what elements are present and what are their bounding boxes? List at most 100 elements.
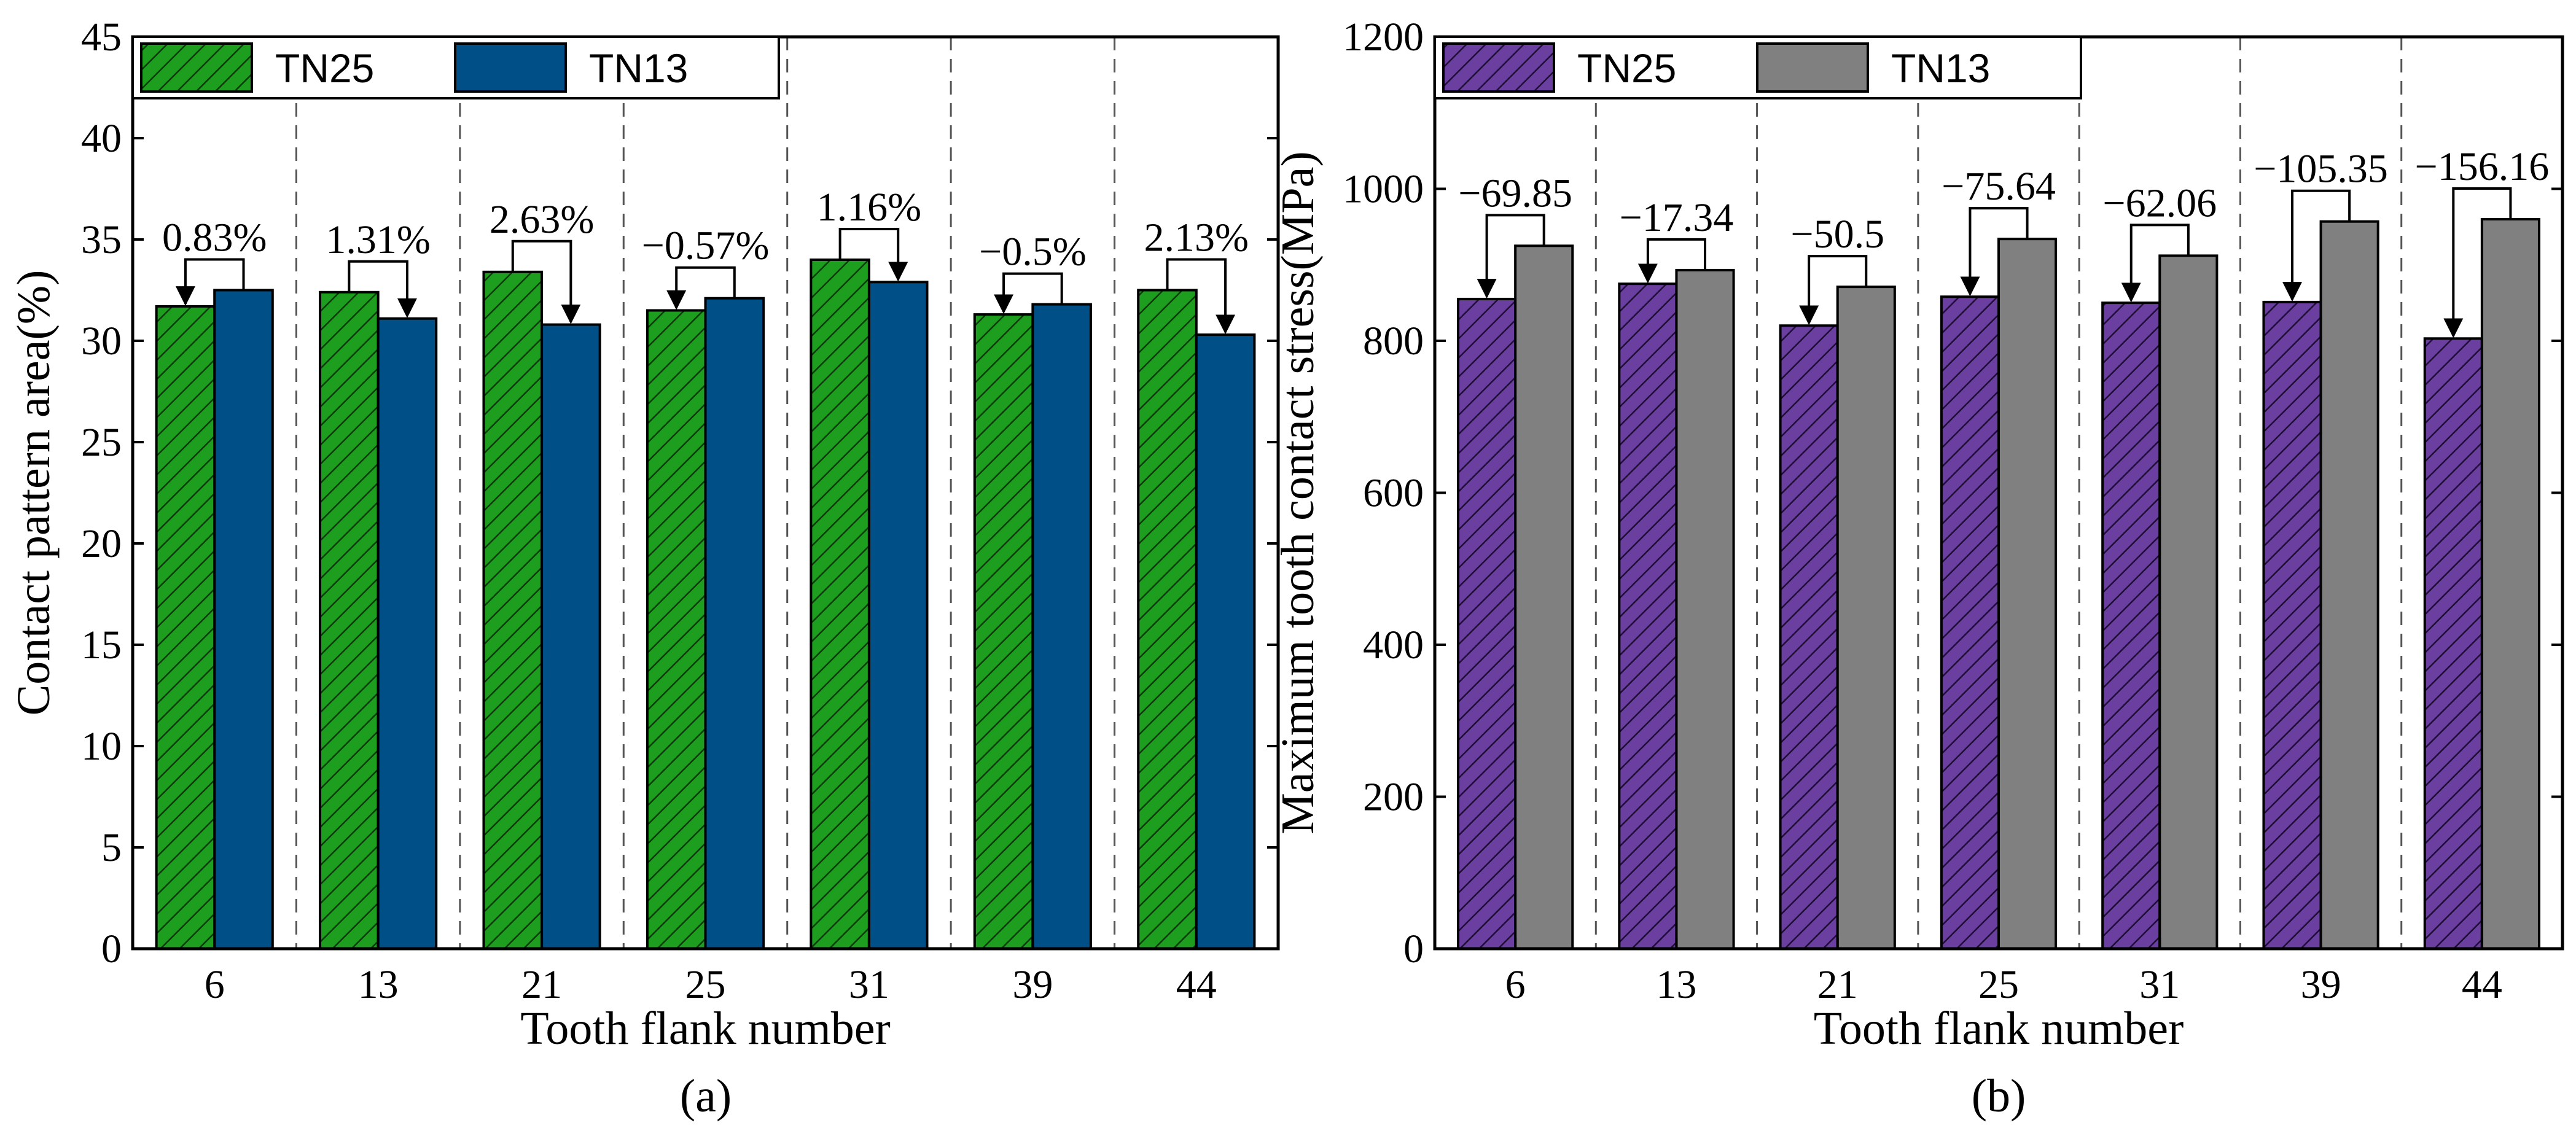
x-tick-label: 21 (521, 962, 562, 1007)
bar-tn13 (2319, 220, 2379, 950)
legend-swatch-tn25 (140, 42, 253, 93)
bar-tn25 (1137, 289, 1198, 950)
y-tick-label: 800 (1363, 319, 1424, 364)
panel-a: 0 5 10 15 20 25 30 35 40 45 0.83% 6 1.31% 13 2.63% 21 −0… (8, 15, 1280, 1122)
bar-tn25 (1457, 297, 1517, 950)
y-tick-label: 10 (81, 724, 122, 769)
y-tick-label: 30 (81, 319, 122, 364)
difference-label: −156.16 (2414, 144, 2549, 189)
bar-tn13 (1836, 286, 1896, 951)
y-tick-label: 400 (1363, 623, 1424, 667)
bar-tn25 (1618, 282, 1678, 950)
y-tick-label: 600 (1363, 471, 1424, 516)
difference-arrow (2282, 189, 2351, 302)
bar-tn13 (1675, 268, 1735, 951)
bar-tn25 (2262, 300, 2322, 951)
legend: TN25 TN13 (131, 36, 780, 99)
bar-tn13 (1997, 238, 2058, 950)
difference-label: 1.31% (326, 217, 430, 262)
bar-tn13 (2480, 218, 2540, 950)
y-tick-label: 0 (101, 927, 122, 971)
bar-tn25 (155, 305, 216, 950)
x-tick-label: 31 (849, 962, 889, 1007)
bar-tn13 (541, 323, 601, 950)
bar-tn13 (867, 281, 929, 950)
bar-tn25 (319, 290, 380, 950)
x-tick-label: 13 (358, 962, 399, 1007)
y-tick-label: 20 (81, 521, 122, 566)
y-tick-label: 200 (1363, 775, 1424, 820)
legend-swatch-tn13 (1756, 42, 1869, 93)
difference-arrow (1477, 214, 1545, 299)
difference-label: −105.35 (2254, 147, 2388, 192)
bar-tn25 (810, 259, 870, 950)
x-tick-label: 25 (685, 962, 726, 1007)
difference-arrow (1637, 238, 1706, 284)
difference-label: −62.06 (2102, 181, 2217, 225)
x-tick-label: 6 (205, 962, 225, 1007)
difference-arrow (1799, 255, 1868, 325)
difference-label: −0.57% (642, 224, 770, 268)
difference-arrow (2443, 187, 2512, 338)
difference-label: 2.13% (1144, 216, 1249, 260)
legend-label-tn13: TN13 (1891, 45, 1990, 91)
y-axis-title: Contact pattern area(%) (8, 270, 60, 716)
legend: TN25 TN13 (1434, 36, 2082, 99)
difference-arrow (511, 239, 581, 324)
difference-label: −50.5 (1790, 212, 1884, 257)
y-tick-label: 5 (101, 825, 122, 870)
y-axis-title: Maximum tooth contact stress(MPa) (1272, 151, 1324, 834)
difference-arrow (994, 272, 1063, 314)
difference-arrow (348, 260, 417, 318)
x-tick-label: 31 (2139, 962, 2180, 1007)
x-axis-title: Tooth flank number (1814, 1003, 2184, 1054)
legend-swatch-tn13 (454, 42, 567, 93)
y-tick-label: 35 (81, 217, 122, 262)
y-tick-label: 0 (1403, 927, 1424, 971)
bar-tn25 (646, 309, 707, 950)
difference-arrow (1166, 258, 1236, 335)
bar-tn13 (2158, 254, 2219, 950)
bar-tn25 (973, 313, 1034, 950)
difference-label: 2.63% (490, 197, 594, 242)
bar-tn25 (482, 270, 544, 950)
difference-label: 0.83% (162, 216, 267, 260)
bar-tn13 (213, 289, 274, 950)
difference-arrow (838, 228, 908, 282)
bar-tn25 (2423, 337, 2483, 950)
y-tick-label: 1200 (1343, 15, 1424, 60)
x-tick-label: 21 (1817, 962, 1858, 1007)
difference-label: −69.85 (1458, 171, 1572, 216)
difference-arrow (666, 266, 736, 310)
bar-tn25 (1940, 295, 2000, 951)
legend-swatch-tn25 (1442, 42, 1555, 93)
difference-label: −75.64 (1942, 164, 2056, 209)
x-tick-label: 6 (1505, 962, 1526, 1007)
difference-arrow (1960, 207, 2029, 297)
y-tick-label: 45 (81, 15, 122, 60)
legend-label-tn25: TN25 (275, 45, 374, 91)
difference-label: −17.34 (1620, 195, 1734, 240)
x-tick-label: 39 (2301, 962, 2341, 1007)
bar-tn13 (1195, 333, 1256, 950)
y-tick-label: 15 (81, 623, 122, 667)
bar-tn13 (704, 297, 765, 951)
difference-label: 1.16% (817, 185, 921, 230)
x-tick-label: 39 (1012, 962, 1053, 1007)
panel-caption: (a) (680, 1070, 732, 1122)
bar-tn13 (377, 317, 438, 951)
y-tick-label: 25 (81, 420, 122, 465)
panel-b: 0 200 400 600 800 1000 1200 −69.85 6 −17.34 13 −50.… (1272, 15, 2564, 1122)
x-axis-title: Tooth flank number (520, 1003, 891, 1054)
panel-caption: (b) (1972, 1070, 2026, 1122)
legend-label-tn13: TN13 (589, 45, 688, 91)
bar-tn13 (1514, 244, 1574, 950)
x-tick-label: 44 (2462, 962, 2502, 1007)
x-tick-label: 25 (1978, 962, 2019, 1007)
difference-label: −0.5% (979, 230, 1087, 274)
bar-tn13 (1031, 303, 1092, 951)
bar-tn25 (1779, 324, 1839, 950)
x-tick-label: 13 (1656, 962, 1696, 1007)
